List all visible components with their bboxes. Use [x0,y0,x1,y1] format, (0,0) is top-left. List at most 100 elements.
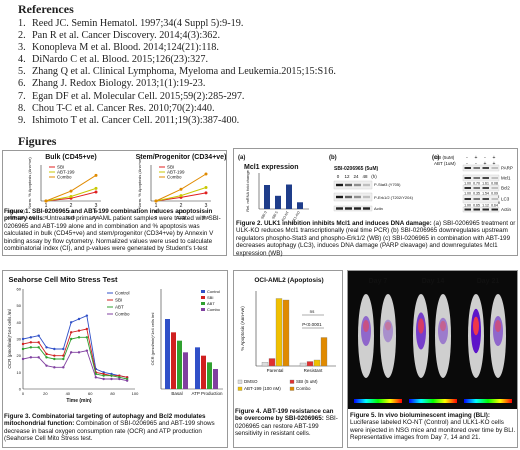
apoptosis-bar [299,362,307,367]
y-tick-label: 40 [17,320,22,325]
blot-band [464,167,471,169]
legend-label: SBI (5 uM) [296,379,318,384]
figure-4-panel: OCI-AML2 (Apoptosis) % Apoptosis (Ann+ve)… [233,270,343,448]
ocr-bar [183,352,188,389]
ocr-bar [171,332,176,389]
blot-c-strip [462,206,500,213]
ocr-bar [195,347,200,389]
x-tick-label: 3 [95,203,98,209]
blot-band [336,195,343,199]
bar-category-label: SBI 0 [260,210,268,219]
apoptosis-bar [268,358,276,367]
bar-category-label: KO-NT [281,210,290,222]
blot-c-strip [462,194,500,204]
figure-2-caption-title: Figure 2. ULK1 inhibition inhibits Mcl1 … [236,220,432,227]
blot-band [345,195,352,199]
dose-value: 2.5 [178,209,185,214]
series-line [155,192,207,202]
apoptosis-bar [261,362,269,367]
series-line [22,315,128,378]
apoptosis-bar [306,361,314,367]
reference-item: 3. Konopleva M et al. Blood. 2014;124(21)… [18,42,498,54]
reference-item: 4. DiNardo C et al. Blood. 2015;126(23):3… [18,54,498,66]
figure-2-caption: Figure 2. ULK1 inhibition inhibits Mcl1 … [236,220,516,257]
blot-b-hour: 12 [344,174,350,179]
blot-band [491,167,498,169]
series-line [45,174,97,202]
reference-number: 6. [18,78,26,90]
ocr-bar [177,340,182,389]
blot-band [482,208,489,211]
dose-value: 0 [155,209,158,214]
legend-swatch [201,302,205,305]
blot-c-sign: - [484,155,486,161]
mcl1-title: Mcl1 expression [244,164,298,171]
blot-band [491,198,498,200]
panel-label-c: (c) [432,155,439,161]
x-tick-label: 40 [66,391,71,396]
bli-hotspot [440,320,446,332]
blot-band [354,183,361,187]
data-point [125,379,129,382]
legend-label: ABT [115,305,124,310]
chart-title: Bulk (CD45+ve) [45,154,97,161]
bli-background [348,271,517,409]
figure-1-caption-title: Figure 1. SBI-0206965 and ABT-199 combin… [4,208,213,223]
legend-label: Combo [115,312,130,317]
references-heading: References [18,2,74,16]
figure-2-caption-body: (a) SBI-0206965 treatment or ULK-KO redu… [236,220,516,257]
blot-c-sign: - [475,161,477,167]
apoptosis-bar [282,299,290,367]
mcl1-bar [275,195,281,209]
legend-label: Combo [167,175,182,180]
bar-category-label: ULK1-KO [290,210,301,225]
blot-c-treatment: ABT (1uM) [434,161,456,166]
bar-category-label: Basal [171,391,182,396]
day-label: Day 21 [477,278,500,285]
legend-label: Combo [207,307,221,312]
blot-band [491,187,498,189]
blot-b-hour: 48 [362,174,368,179]
bli-signal [438,317,448,345]
blot-band [464,208,471,211]
reference-text: Ishimoto T et al. Cancer Cell. 2011;19(3… [32,114,240,126]
y-tick-label: 0 [19,387,22,392]
reference-text: Egan DF et al. Molecular Cell. 2015;59(2… [32,90,245,102]
legend-swatch [201,308,205,311]
blot-c-label: Mcl1 [501,176,511,181]
lc3-form-label: I [498,195,499,199]
x-tick-label: 2 [180,203,183,209]
dose-value: 0.5 [203,215,210,220]
apoptosis-bar [320,337,328,367]
legend-label: SBI [57,165,64,170]
data-point [204,191,208,195]
luminescence-colorbar [464,399,512,403]
blot-band [482,167,489,169]
reference-number: 9. [18,114,26,126]
series-line [155,187,207,202]
dose-value: 5 [205,209,208,214]
blot-b-strip [333,180,373,190]
ocr-bar [201,355,206,389]
ocr-bar [165,319,170,389]
legend-swatch [237,379,243,384]
legend-label: SBI [115,298,122,303]
mouse-group-label: ULK1-KO [378,391,398,396]
y-tick-label: 20 [17,353,22,358]
series-line [45,187,97,202]
densitometry-value: 0.70 [473,182,480,186]
y-axis-label: OCR (pmol/min)*1e4 cells /ml [7,309,12,368]
dose-value: 0 [155,215,158,220]
oci-title: OCI-AML2 (Apoptosis) [254,277,323,284]
reference-item: 8. Chou T-C et al. Cancer Res. 2010;70(2)… [18,103,498,115]
figure-3-chart: Seahorse Cell Mito Stress Test OCR (pmol/… [7,275,223,404]
blot-band [336,207,343,210]
blot-band [363,195,370,199]
blot-b-hour: (h) [371,174,377,179]
data-point [125,377,129,381]
reference-item: 9. Ishimoto T et al. Cancer Cell. 2011;19… [18,115,498,127]
figure-5-caption-body: Luciferase labeled KO-NT (Control) and U… [350,419,516,442]
blot-b-label: Actin [374,206,383,211]
blot-band [491,177,498,179]
